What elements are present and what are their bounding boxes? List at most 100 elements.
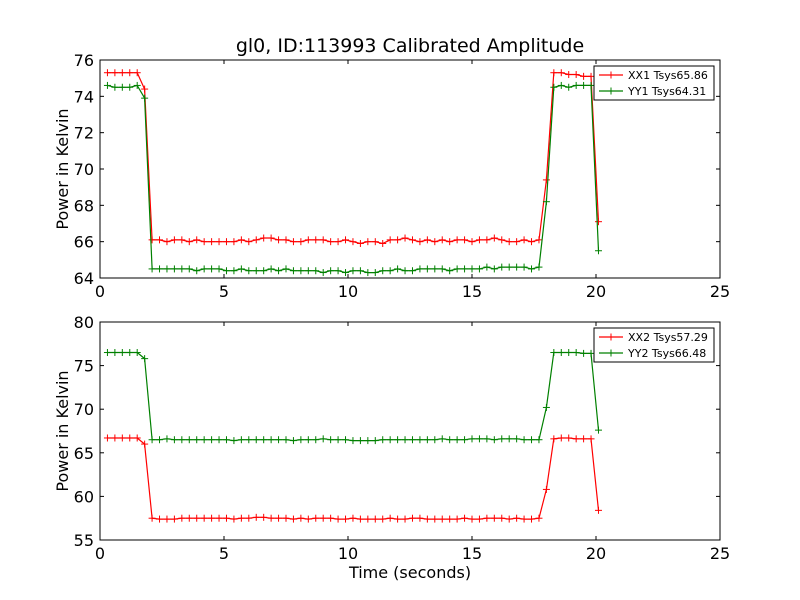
data-point <box>118 69 126 77</box>
x-tick-label: 10 <box>338 282 358 301</box>
data-point <box>222 514 230 522</box>
data-point <box>580 349 588 357</box>
data-point <box>260 513 268 521</box>
data-point <box>446 238 454 246</box>
data-point <box>446 267 454 275</box>
data-point <box>565 434 573 442</box>
data-point <box>520 436 528 444</box>
data-point <box>178 436 186 444</box>
data-point <box>438 236 446 244</box>
data-point <box>505 515 513 523</box>
data-point <box>371 515 379 523</box>
data-point <box>170 515 178 523</box>
data-point <box>557 434 565 442</box>
data-point <box>141 440 149 448</box>
x-tick-label: 10 <box>338 544 358 563</box>
data-point <box>267 265 275 273</box>
data-point <box>163 238 171 246</box>
data-point <box>289 267 297 275</box>
data-point <box>148 236 156 244</box>
data-point <box>133 434 141 442</box>
data-point <box>118 434 126 442</box>
data-point <box>461 436 469 444</box>
data-point <box>289 515 297 523</box>
data-point <box>483 263 491 271</box>
data-point <box>356 239 364 247</box>
data-point <box>349 437 357 445</box>
y-tick-label: 60 <box>74 487 94 506</box>
data-point <box>148 514 156 522</box>
data-point <box>461 265 469 273</box>
data-point <box>550 349 558 357</box>
data-point <box>185 436 193 444</box>
data-point <box>230 515 238 523</box>
data-point <box>483 236 491 244</box>
data-point <box>289 238 297 246</box>
data-point <box>453 436 461 444</box>
data-point <box>535 263 543 271</box>
data-point <box>200 436 208 444</box>
data-point <box>520 263 528 271</box>
data-point <box>156 515 164 523</box>
x-tick-label: 5 <box>219 282 229 301</box>
data-point <box>200 238 208 246</box>
data-point <box>222 436 230 444</box>
data-point <box>349 267 357 275</box>
data-point <box>103 81 111 89</box>
data-point <box>557 349 565 357</box>
data-point <box>431 265 439 273</box>
data-point <box>535 236 543 244</box>
data-point <box>594 506 602 514</box>
data-point <box>185 238 193 246</box>
data-point <box>386 236 394 244</box>
data-point <box>468 238 476 246</box>
data-point <box>446 515 454 523</box>
data-point <box>215 436 223 444</box>
data-point <box>349 238 357 246</box>
data-point <box>312 267 320 275</box>
data-point <box>260 436 268 444</box>
data-point <box>408 236 416 244</box>
data-point <box>453 265 461 273</box>
data-point <box>342 436 350 444</box>
data-point <box>528 265 536 273</box>
data-point <box>163 435 171 443</box>
data-point <box>126 349 134 357</box>
data-point <box>275 267 283 275</box>
data-point <box>327 267 335 275</box>
data-point <box>498 236 506 244</box>
data-point <box>237 236 245 244</box>
data-point <box>513 263 521 271</box>
data-point <box>215 514 223 522</box>
data-point <box>304 267 312 275</box>
data-point <box>237 265 245 273</box>
data-point <box>334 515 342 523</box>
data-point <box>178 514 186 522</box>
data-point <box>535 514 543 522</box>
data-point <box>275 436 283 444</box>
data-point <box>252 436 260 444</box>
data-point <box>379 267 387 275</box>
data-point <box>542 403 550 411</box>
data-point <box>222 238 230 246</box>
y-tick-label: 64 <box>74 269 94 288</box>
legend-label: YY2 Tsys66.48 <box>627 347 706 360</box>
data-point <box>401 436 409 444</box>
data-point <box>193 236 201 244</box>
data-point <box>111 69 119 77</box>
legend: XX1 Tsys65.86 YY1 Tsys64.31 <box>593 65 715 101</box>
data-point <box>394 436 402 444</box>
data-point <box>342 515 350 523</box>
data-point <box>334 436 342 444</box>
data-point <box>572 349 580 357</box>
data-point <box>319 236 327 244</box>
data-point <box>193 514 201 522</box>
data-point <box>587 349 595 357</box>
y-tick-label: 75 <box>74 357 94 376</box>
data-point <box>208 265 216 273</box>
data-point <box>453 236 461 244</box>
data-point <box>371 238 379 246</box>
data-point <box>364 269 372 277</box>
data-point <box>431 436 439 444</box>
data-point <box>565 71 573 79</box>
